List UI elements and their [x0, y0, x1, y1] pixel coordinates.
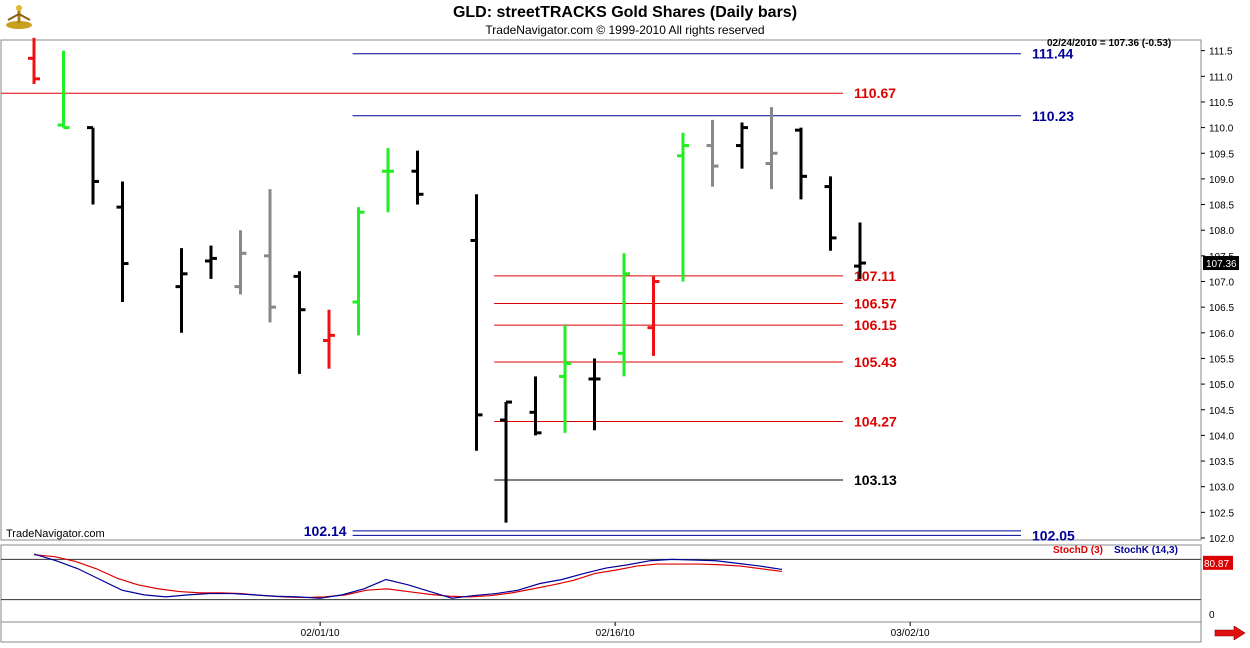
- oscillator-series-line: [33, 554, 783, 599]
- price-tick-label: 102.5: [1209, 508, 1234, 519]
- level-label: 110.23: [1032, 108, 1074, 124]
- price-tick-label: 104.0: [1209, 431, 1234, 442]
- oscillator-value-box: [1203, 555, 1233, 570]
- oscillator-tick-label: 0: [1209, 610, 1215, 621]
- price-tick-label: 103.5: [1209, 457, 1234, 468]
- oscillator-legend: StochD (3): [1053, 545, 1103, 556]
- copyright-subtitle: TradeNavigator.com © 1999-2010 All right…: [485, 23, 765, 37]
- scroll-right-arrow-icon[interactable]: [1214, 625, 1246, 645]
- oscillator-series-line: [33, 553, 783, 599]
- date-tick-label: 02/01/10: [301, 628, 340, 639]
- price-tick-label: 108.5: [1209, 201, 1234, 212]
- chart-title: GLD: streetTRACKS Gold Shares (Daily bar…: [452, 4, 798, 21]
- brand-label: TradeNavigator.com: [6, 528, 105, 540]
- price-tick-label: 110.5: [1209, 98, 1234, 109]
- price-tick-label: 111.5: [1209, 47, 1233, 58]
- level-label: 102.05: [1032, 527, 1075, 543]
- price-tick-label: 109.5: [1209, 149, 1234, 160]
- oscillator-panel-frame: [0, 544, 1202, 623]
- level-label: 102.14: [304, 523, 347, 539]
- level-label: 105.43: [854, 354, 897, 370]
- level-label: 104.27: [854, 414, 897, 430]
- price-tick-label: 110.0: [1209, 124, 1234, 135]
- level-label: 107.11: [854, 268, 896, 284]
- level-label: 111.44: [1032, 46, 1073, 62]
- oscillator-legend: StochK (14,3): [1114, 545, 1178, 556]
- price-tick-label: 105.5: [1209, 354, 1234, 365]
- price-tick-label: 106.0: [1209, 329, 1234, 340]
- date-axis-frame: [0, 621, 1202, 643]
- price-readout: 02/24/2010 = 107.36 (-0.53): [1047, 38, 1172, 49]
- price-tick-label: 104.5: [1209, 406, 1234, 417]
- date-tick-label: 02/16/10: [596, 628, 635, 639]
- last-price-box: [1203, 256, 1239, 271]
- tradenavigator-logo-icon[interactable]: [4, 4, 34, 30]
- price-panel-frame: [0, 39, 1202, 541]
- price-tick-label: 107.0: [1209, 278, 1234, 289]
- price-tick-label: 103.0: [1209, 483, 1234, 494]
- price-tick-label: 102.0: [1209, 534, 1234, 545]
- oscillator-value-label: 80.87: [1204, 559, 1229, 570]
- level-label: 106.15: [854, 317, 897, 333]
- price-tick-label: 106.5: [1209, 303, 1234, 314]
- price-tick-label: 105.0: [1209, 380, 1234, 391]
- level-label: 106.57: [854, 296, 897, 312]
- last-price-label: 107.36: [1206, 259, 1237, 270]
- price-tick-label: 108.0: [1209, 226, 1234, 237]
- date-tick-label: 03/02/10: [891, 628, 930, 639]
- price-tick-label: 109.0: [1209, 175, 1234, 186]
- level-label: 103.13: [854, 472, 897, 488]
- price-tick-label: 111.0: [1209, 72, 1233, 83]
- level-label: 110.67: [854, 85, 896, 101]
